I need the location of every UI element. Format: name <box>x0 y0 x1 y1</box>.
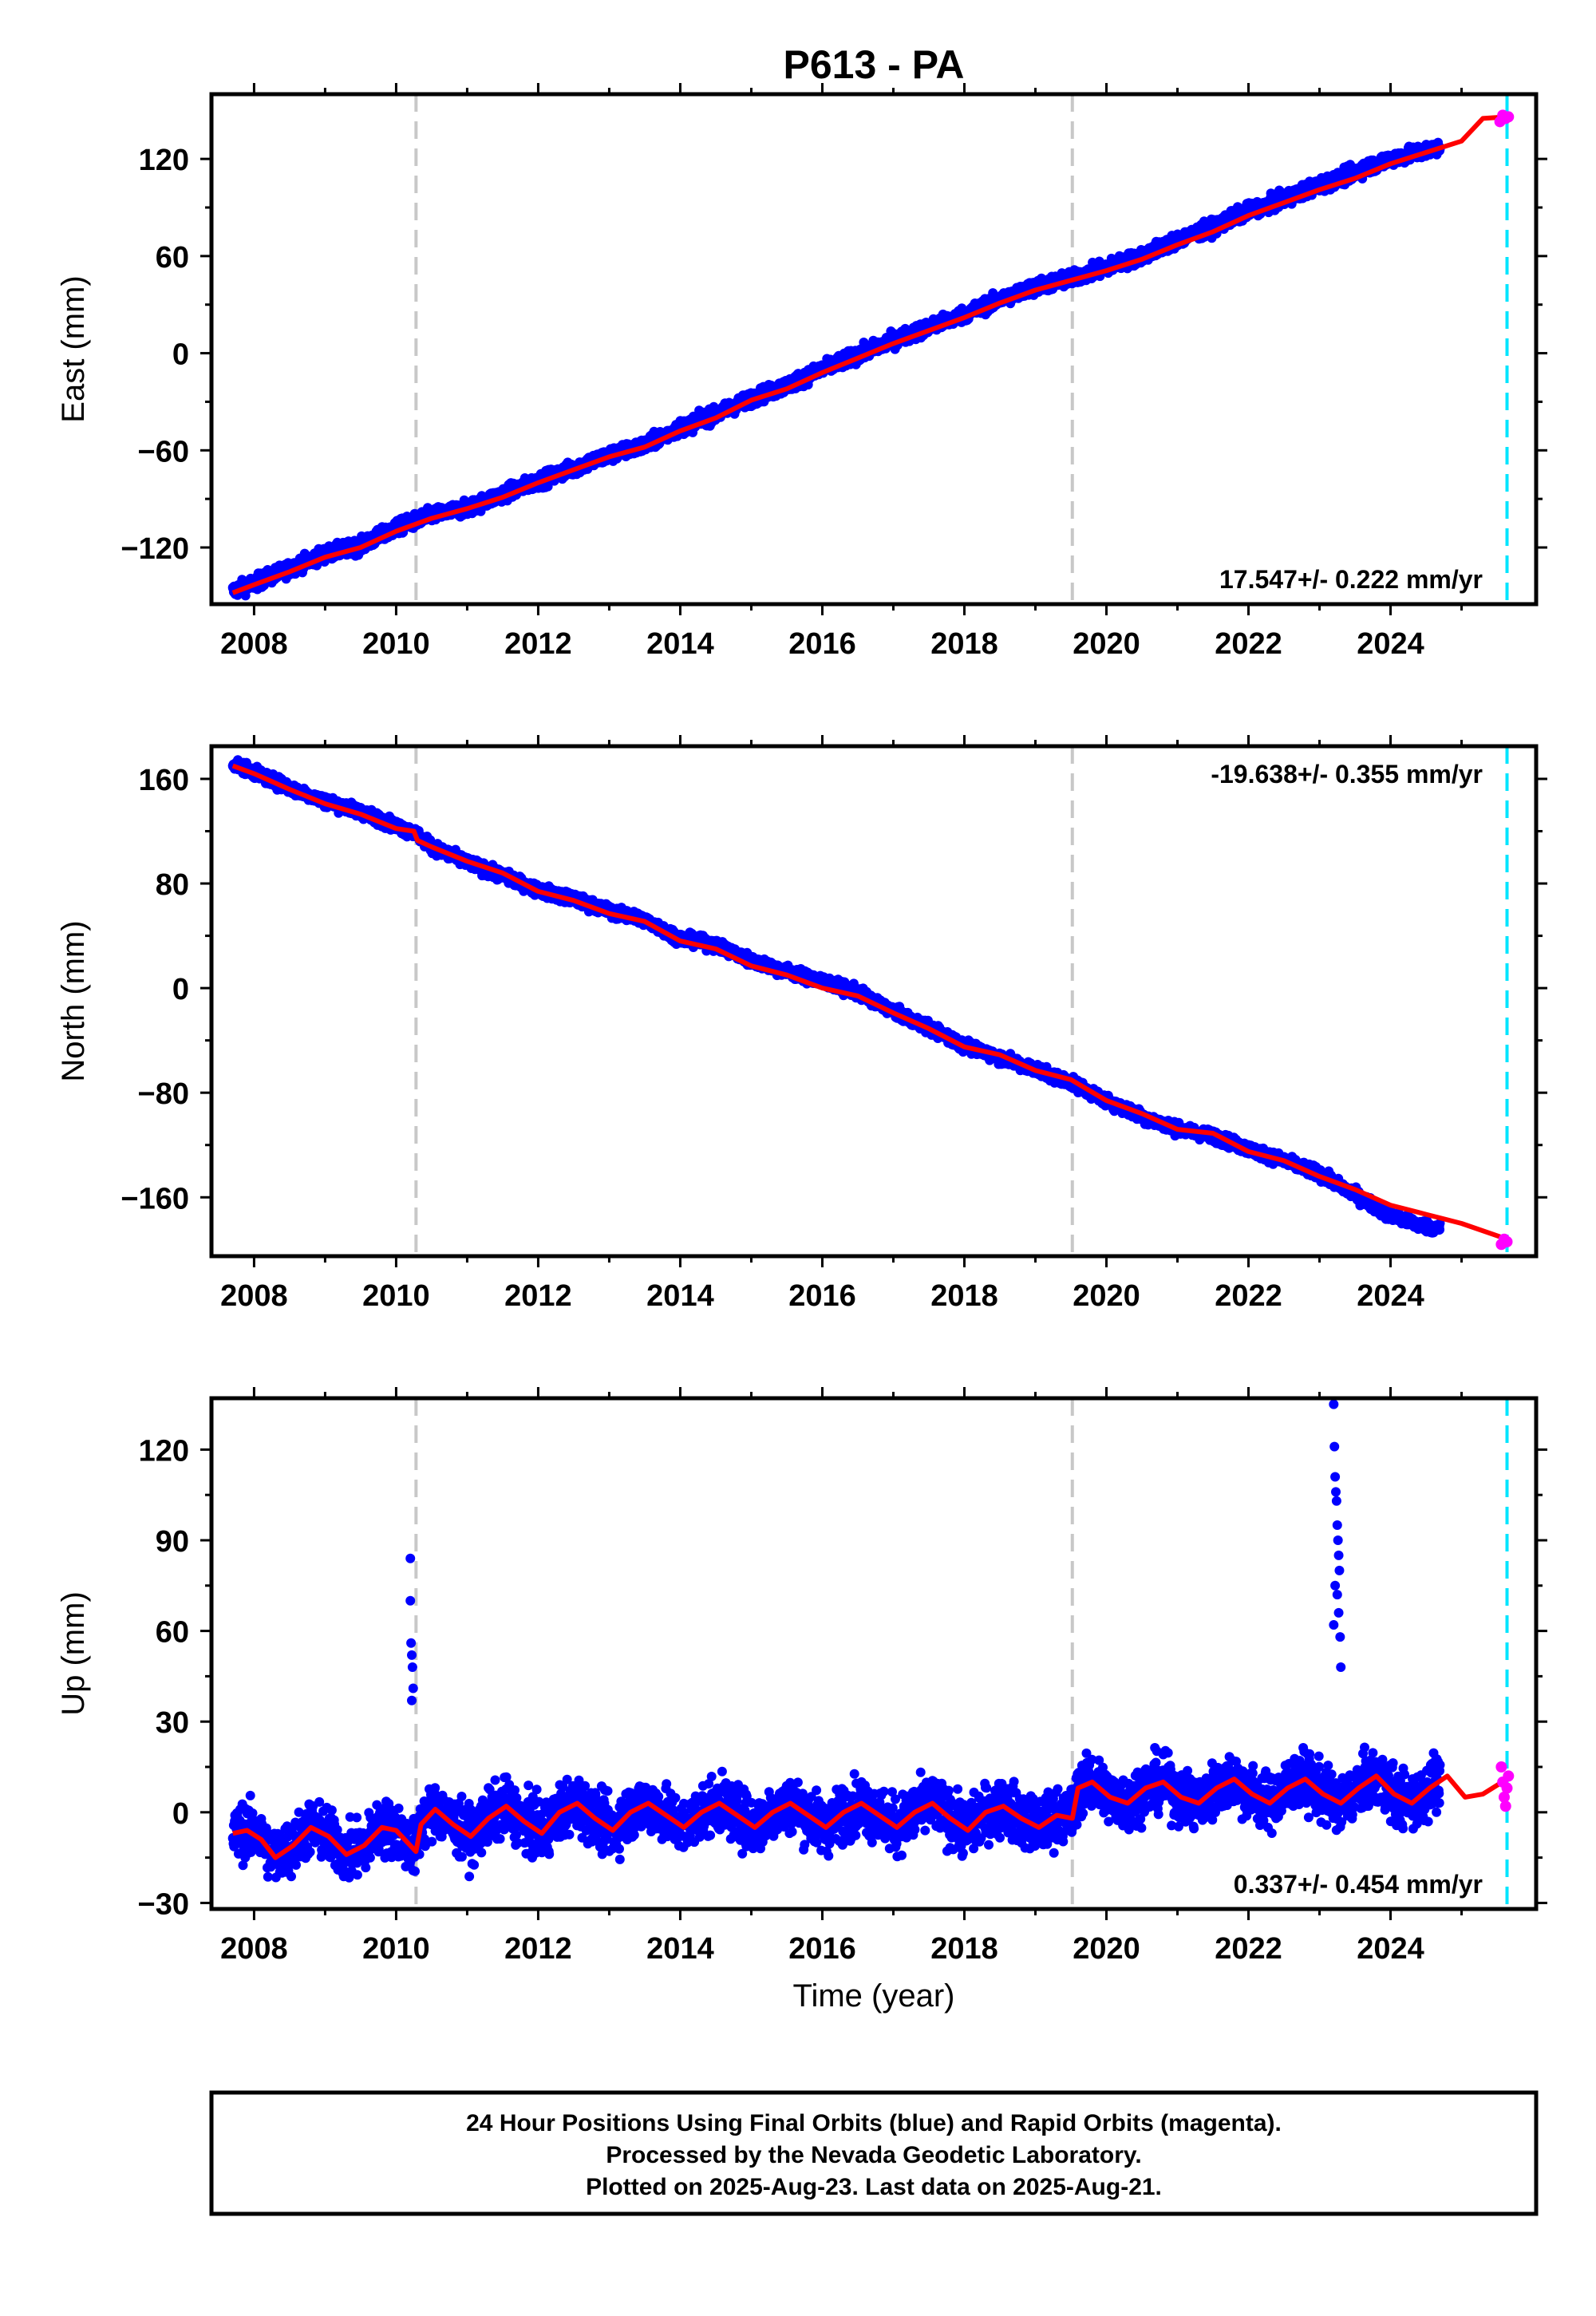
x-tick-label: 2016 <box>788 627 856 661</box>
y-tick-label: 120 <box>139 144 189 177</box>
y-tick-label: −120 <box>120 532 189 566</box>
plot-area <box>227 746 1513 1256</box>
velocity-label: 17.547+/- 0.222 mm/yr <box>1219 565 1483 594</box>
figure-title: P613 - PA <box>784 42 965 87</box>
y-tick-label: −60 <box>138 435 189 468</box>
x-tick-label: 2014 <box>646 627 714 661</box>
east-panel: −120 −60 0 60 120 2008 2010 2012 2014 2016 2018 202… <box>56 83 1547 661</box>
plot-frame <box>209 92 1539 607</box>
final-orbit-series <box>227 755 1445 1238</box>
rapid-orbit-point <box>1503 111 1515 123</box>
plot-area <box>227 94 1515 604</box>
x-tick-label: 2022 <box>1215 627 1282 661</box>
y-axis-label: East (mm) <box>56 275 91 422</box>
x-tick-label: 2010 <box>362 627 430 661</box>
x-tick-label: 2008 <box>220 627 288 661</box>
y-tick-label: 0 <box>172 338 189 372</box>
model-curve <box>231 114 1507 595</box>
x-tick-label: 2024 <box>1357 627 1424 661</box>
y-tick-label: 60 <box>156 241 189 275</box>
rapid-orbit-series <box>1494 109 1515 128</box>
x-tick-label: 2018 <box>930 627 998 661</box>
x-tick-label: 2020 <box>1073 627 1140 661</box>
x-tick-label: 2012 <box>504 627 572 661</box>
